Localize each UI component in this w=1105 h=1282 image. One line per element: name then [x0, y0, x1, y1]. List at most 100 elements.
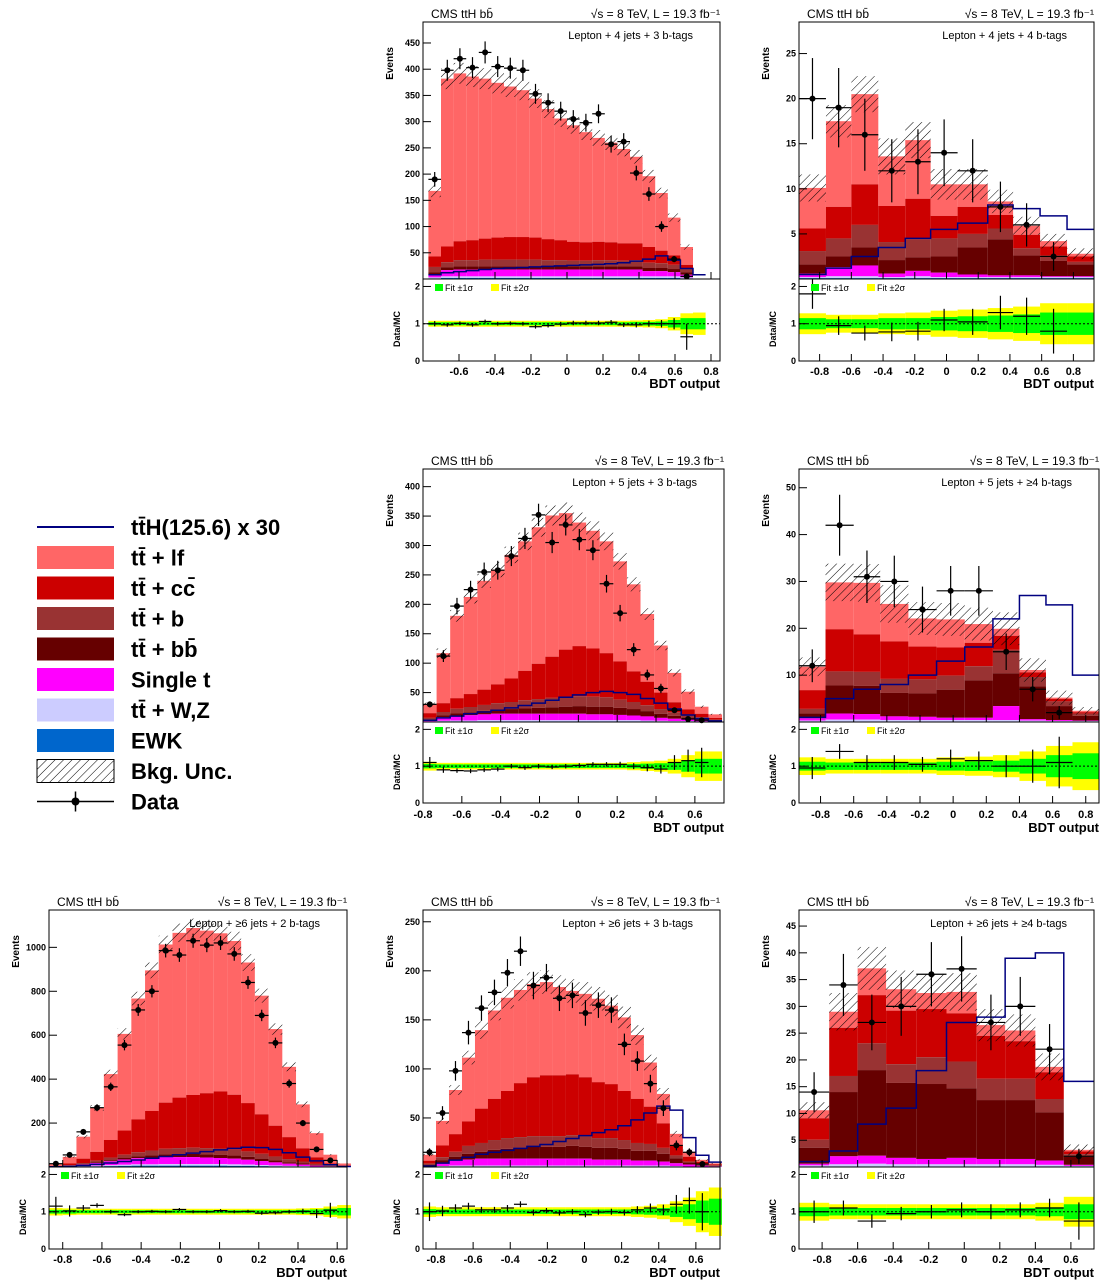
- ratio-legend-1sigma-swatch: [435, 284, 443, 291]
- stack-bar-bb: [586, 706, 600, 715]
- stack-bar-bb: [799, 713, 826, 719]
- y-tick-label: 15: [786, 139, 796, 149]
- unc-hatch-bar: [199, 921, 214, 941]
- stack-bar-ttv: [117, 1164, 132, 1166]
- x-tick-label: 0.2: [614, 1254, 629, 1266]
- stack-bar-ttv: [799, 720, 826, 722]
- stack-bar-ttv: [241, 1164, 255, 1166]
- stack-bar-cc: [490, 684, 505, 704]
- stack-bar-ttv: [453, 276, 467, 278]
- stack-bar-ttv: [504, 720, 519, 722]
- stack-bar-singlet: [880, 716, 909, 721]
- stack-bar-ttv: [490, 720, 505, 722]
- data-point: [103, 1082, 118, 1091]
- data-marker: [327, 1157, 334, 1164]
- data-marker: [517, 948, 524, 955]
- stack-bar-singlet: [936, 717, 965, 721]
- stack-bar-cc: [825, 629, 854, 672]
- data-marker: [426, 1149, 433, 1156]
- stack-bar-ttv: [878, 277, 906, 279]
- stack-bar-bb: [487, 1149, 501, 1159]
- stack-bar-singlet: [158, 1157, 173, 1165]
- data-marker: [231, 950, 238, 957]
- stack-bar-bb: [617, 266, 630, 270]
- stack-bar-b: [545, 697, 559, 708]
- stack-bar-b: [586, 696, 600, 707]
- stack-bar-lf: [448, 1089, 462, 1135]
- data-marker: [1029, 686, 1036, 693]
- data-marker: [507, 65, 514, 72]
- data-point: [799, 649, 826, 683]
- stack-bar-singlet: [799, 718, 826, 721]
- stack-bar-b: [477, 704, 491, 711]
- stack-bar-bb: [1013, 255, 1041, 276]
- stack-bar-ewk: [604, 277, 618, 279]
- stack-bar-lf: [626, 584, 641, 672]
- data-point: [957, 139, 988, 203]
- stack-bar-bb: [541, 266, 555, 270]
- data-points: [799, 936, 1094, 1164]
- stack-bar-singlet: [474, 1158, 488, 1166]
- stack-bar-cc: [964, 642, 993, 667]
- stack-bar-bb: [617, 1148, 631, 1160]
- ratio-point: [518, 765, 532, 770]
- background-stack: [799, 968, 1094, 1167]
- stack-bar-singlet: [453, 269, 467, 277]
- ratio-point: [213, 1209, 228, 1213]
- ratio-point: [604, 320, 618, 325]
- y-tick-label: 400: [405, 64, 420, 74]
- stack-bar-b: [450, 708, 464, 714]
- legend-label: tt̄H(125.6) x 30: [131, 515, 280, 540]
- ratio-point: [880, 755, 909, 770]
- y-tick-label: 450: [405, 38, 420, 48]
- stack-bar-lf: [241, 962, 255, 1104]
- ratio-points: [799, 736, 1073, 789]
- ratio-y-tick-label: 1: [791, 1207, 796, 1217]
- stack-bar-b: [630, 260, 643, 267]
- y-tick-label: 300: [405, 540, 420, 550]
- x-tick-label: 0.6: [688, 1254, 703, 1266]
- ratio-legend-2sigma-label: Fit ±2σ: [877, 283, 905, 293]
- data-points: [49, 933, 338, 1167]
- legend-fill-swatch: [37, 698, 114, 722]
- stack-bar-bb: [90, 1162, 104, 1164]
- unc-hatch-bar: [656, 1088, 670, 1100]
- data-point: [936, 565, 965, 616]
- data-point: [76, 1128, 91, 1135]
- stack-bar-cc: [626, 671, 641, 702]
- stack-bar-singlet: [613, 714, 627, 721]
- stack-bar-ewk: [131, 1165, 146, 1167]
- signal-tth-line: [799, 952, 1094, 1163]
- stack-bar-bb: [964, 680, 993, 718]
- ratio-band-1sigma: [578, 1209, 592, 1214]
- data-marker: [617, 610, 624, 617]
- unc-hatch-bar: [613, 553, 627, 570]
- y-tick-label: 350: [405, 90, 420, 100]
- stack-bar-ewk: [630, 277, 643, 279]
- x-tick-label: -0.2: [905, 366, 924, 378]
- data-marker: [919, 606, 926, 613]
- ratio-plot-frame: [48, 1166, 348, 1250]
- stack-bar-singlet: [579, 269, 593, 277]
- stack-bar-ttv: [504, 276, 517, 278]
- stack-bar-bb: [103, 1160, 118, 1162]
- stack-bar-singlet: [463, 715, 478, 721]
- bkg-uncertainty: [799, 563, 1099, 715]
- unc-hatch-bar: [1019, 658, 1046, 682]
- ratio-y-axis-label: Data/MC: [392, 754, 402, 791]
- stack-bar-cc: [905, 198, 931, 240]
- stack-bar-b: [976, 1078, 1006, 1101]
- y-axis-label: Events: [761, 47, 772, 80]
- y-tick-label: 25: [786, 49, 796, 59]
- stack-bar-bb: [282, 1162, 297, 1164]
- stack-bar-lf: [640, 614, 655, 682]
- data-marker: [861, 131, 868, 138]
- ratio-point: [526, 1209, 540, 1216]
- x-tick-label: 0.8: [1078, 809, 1093, 821]
- x-tick-label: 0.2: [979, 809, 994, 821]
- legend-hatch-swatch: [36, 759, 115, 783]
- stack-bar-singlet: [640, 716, 655, 721]
- ratio-point: [694, 747, 709, 778]
- stack-bar-bb: [987, 239, 1014, 276]
